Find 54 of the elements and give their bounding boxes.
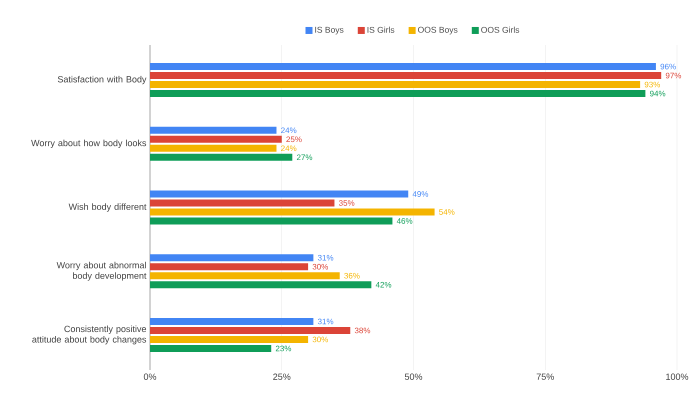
bar <box>150 272 340 280</box>
x-tick-label: 25% <box>273 374 290 380</box>
data-label: 23% <box>276 346 292 352</box>
y-tick-label: Consistently positive attitude about body changes <box>32 326 146 344</box>
y-tick-label: Satisfaction with Body <box>58 76 146 84</box>
bar <box>150 326 350 334</box>
legend-label: OOS Girls <box>481 26 520 33</box>
y-tick-label: Worry about how body looks <box>31 140 146 148</box>
data-label: 24% <box>281 145 296 152</box>
data-label: 31% <box>318 254 334 261</box>
data-label: 36% <box>344 272 360 279</box>
data-label: 49% <box>412 191 428 197</box>
bar <box>150 63 656 70</box>
data-label: 27% <box>296 154 312 160</box>
data-label: 31% <box>318 318 334 324</box>
data-label: 94% <box>650 90 666 96</box>
data-label: 42% <box>376 282 392 288</box>
data-label: 46% <box>396 218 412 224</box>
bar <box>150 254 314 262</box>
bar <box>150 200 334 206</box>
data-label: 38% <box>354 328 370 334</box>
bar <box>150 72 662 80</box>
bar <box>150 318 314 325</box>
y-tick-label: Worry about abnormal body development <box>56 262 146 281</box>
x-tick-label: 50% <box>404 374 422 380</box>
bar <box>150 218 392 224</box>
data-label: 25% <box>286 136 302 142</box>
x-tick-label: 100% <box>666 374 688 380</box>
x-tick-label: 0% <box>144 374 156 380</box>
bar <box>150 336 308 343</box>
bar <box>150 263 308 270</box>
bar <box>150 90 646 98</box>
bar <box>150 126 276 134</box>
bar <box>150 190 408 198</box>
legend-label: IS Girls <box>368 26 394 33</box>
data-label: 96% <box>660 64 676 70</box>
y-tick-label: Wish body different <box>68 203 146 212</box>
data-label: 24% <box>281 127 296 134</box>
legend-label: IS Boys <box>315 26 344 34</box>
legend-label: OOS Boys <box>418 26 458 34</box>
data-label: 97% <box>666 72 682 78</box>
bar <box>150 344 272 352</box>
data-label: 54% <box>439 209 455 215</box>
bar <box>150 208 435 216</box>
data-label: 93% <box>644 82 660 88</box>
data-label: 35% <box>338 200 354 206</box>
bar <box>150 136 282 143</box>
data-label: 30% <box>312 264 328 270</box>
bar <box>150 144 276 152</box>
bar <box>150 154 292 161</box>
bar <box>150 81 640 88</box>
x-tick-label: 75% <box>536 374 554 380</box>
bar <box>150 281 372 288</box>
data-label: 30% <box>312 336 328 342</box>
